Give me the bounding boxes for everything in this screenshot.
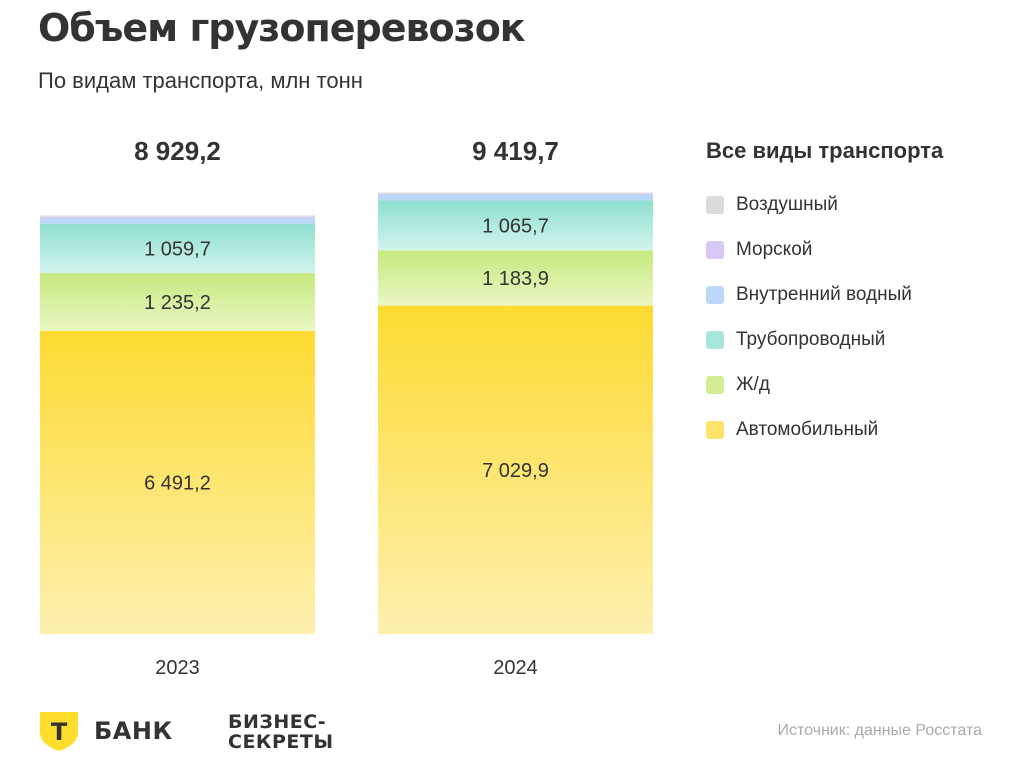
legend-swatch	[706, 195, 724, 214]
legend-label: Автомобильный	[736, 418, 879, 440]
stacked-bar-chart: 6 491,2 1 235,2 1 059,7 8 929,2 2023 7 029,9 1…	[40, 136, 653, 679]
bar-segment	[40, 273, 315, 331]
bar-segment	[378, 305, 653, 634]
tbank-shield-icon: Т	[40, 712, 78, 751]
bar-segment	[378, 193, 653, 195]
segment-value-label: 1 059,7	[144, 238, 211, 260]
legend-label: Воздушный	[736, 193, 838, 215]
legend-label: Морской	[736, 238, 813, 260]
chart-title: Объем грузоперевозок	[38, 6, 526, 50]
business-secrets-line2: СЕКРЕТЫ	[228, 731, 334, 753]
segment-value-label: 1 235,2	[144, 292, 211, 314]
legend-item: Воздушный	[706, 182, 943, 227]
legend-item: Ж/д	[706, 362, 943, 407]
legend-swatch	[706, 240, 724, 259]
business-secrets-line1: БИЗНЕС-	[228, 711, 327, 733]
legend-item: Автомобильный	[706, 407, 943, 452]
legend-label: Трубопроводный	[736, 328, 886, 350]
bar-segment	[40, 330, 315, 634]
bar-segment	[378, 194, 653, 201]
legend-item: Внутренний водный	[706, 272, 943, 317]
bar-segment	[40, 216, 315, 219]
chart-subtitle: По видам транспорта, млн тонн	[38, 68, 363, 93]
bar-segment	[378, 200, 653, 251]
legend-title: Все виды транспорта	[706, 138, 944, 163]
category-label: 2023	[155, 657, 200, 679]
bar-segment	[40, 223, 315, 274]
legend-swatch	[706, 375, 724, 394]
bar-total-label: 9 419,7	[472, 136, 559, 166]
legend-items: Воздушный Морской Внутренний водный Трубопр…	[706, 182, 943, 452]
legend-swatch	[706, 330, 724, 349]
source-note: Источник: данные Росстата	[777, 722, 982, 739]
business-secrets-logo: БИЗНЕС- СЕКРЕТЫ	[228, 712, 334, 752]
category-label: 2024	[493, 657, 538, 679]
segment-value-label: 1 065,7	[482, 215, 549, 237]
svg-text:Т: Т	[51, 718, 68, 746]
bar-segment	[40, 215, 315, 217]
legend-item: Трубопроводный	[706, 317, 943, 362]
tbank-logo-text: БАНК	[94, 717, 173, 745]
segment-value-label: 7 029,9	[482, 460, 549, 482]
legend-label: Ж/д	[736, 373, 770, 395]
legend-item: Морской	[706, 227, 943, 272]
bar-segment	[378, 192, 653, 195]
legend: Все виды транспорта Воздушный Морской Внут…	[706, 138, 943, 452]
segment-value-label: 1 183,9	[482, 268, 549, 290]
legend-swatch	[706, 285, 724, 304]
bar-total-label: 8 929,2	[134, 136, 221, 166]
legend-swatch	[706, 420, 724, 439]
tbank-logo: Т БАНК	[38, 710, 173, 752]
bar-segment	[378, 250, 653, 306]
segment-value-label: 6 491,2	[144, 472, 211, 494]
bar-segment	[40, 218, 315, 224]
legend-label: Внутренний водный	[736, 283, 912, 305]
